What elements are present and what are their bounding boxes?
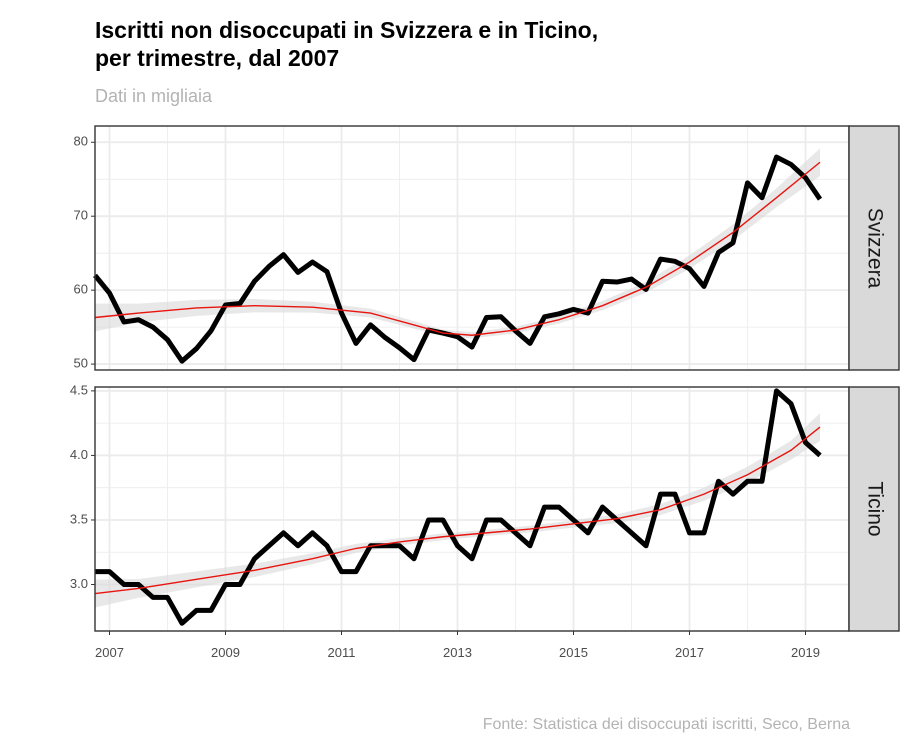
chart-title-line2: per trimestre, dal 2007 xyxy=(95,45,340,71)
x-tick-label: 2015 xyxy=(559,645,588,660)
facet-strip xyxy=(848,386,900,632)
y-tick-label: 4.0 xyxy=(70,447,88,462)
x-tick-label: 2017 xyxy=(675,645,704,660)
panel-ticino: Ticino 3.0 3.5 4.0 4.5 xyxy=(70,382,900,632)
x-tick-label: 2011 xyxy=(328,645,356,660)
x-tick-label: 2013 xyxy=(443,645,472,660)
chart-title-line1: Iscritti non disoccupati in Svizzera e i… xyxy=(95,17,599,43)
y-tick-label: 80 xyxy=(74,134,88,149)
series-line-ticino xyxy=(95,388,822,626)
chart-title: Iscritti non disoccupati in Svizzera e i… xyxy=(95,16,598,72)
panel-svizzera: Svizzera 50 60 70 80 xyxy=(74,125,900,371)
y-tick-label: 4.5 xyxy=(70,382,88,397)
facet-label-ticino: Ticino xyxy=(863,481,886,536)
y-tick-label: 60 xyxy=(74,282,88,297)
facet-strip xyxy=(848,125,900,371)
x-tick-label: 2019 xyxy=(791,645,820,660)
y-tick-label: 50 xyxy=(74,356,88,371)
facet-label-svizzera: Svizzera xyxy=(863,208,886,289)
faceted-line-chart: Svizzera 50 60 70 80 Ticino 3.0 3.5 4.0 4.5 2007 20… xyxy=(70,125,900,660)
chart-subtitle: Dati in migliaia xyxy=(95,86,213,106)
x-tick-label: 2009 xyxy=(211,645,240,660)
x-tick-label: 2007 xyxy=(95,645,124,660)
smooth-trend-line xyxy=(94,426,821,595)
y-tick-label: 3.0 xyxy=(70,576,88,591)
y-tick-label: 3.5 xyxy=(70,511,88,526)
smooth-trend-line xyxy=(94,161,821,336)
y-tick-label: 70 xyxy=(74,208,88,223)
series-line-svizzera xyxy=(93,154,823,364)
smooth-confidence-band xyxy=(95,413,820,608)
chart-caption: Fonte: Statistica dei disoccupati iscrit… xyxy=(482,716,850,733)
panel-background xyxy=(95,387,849,631)
